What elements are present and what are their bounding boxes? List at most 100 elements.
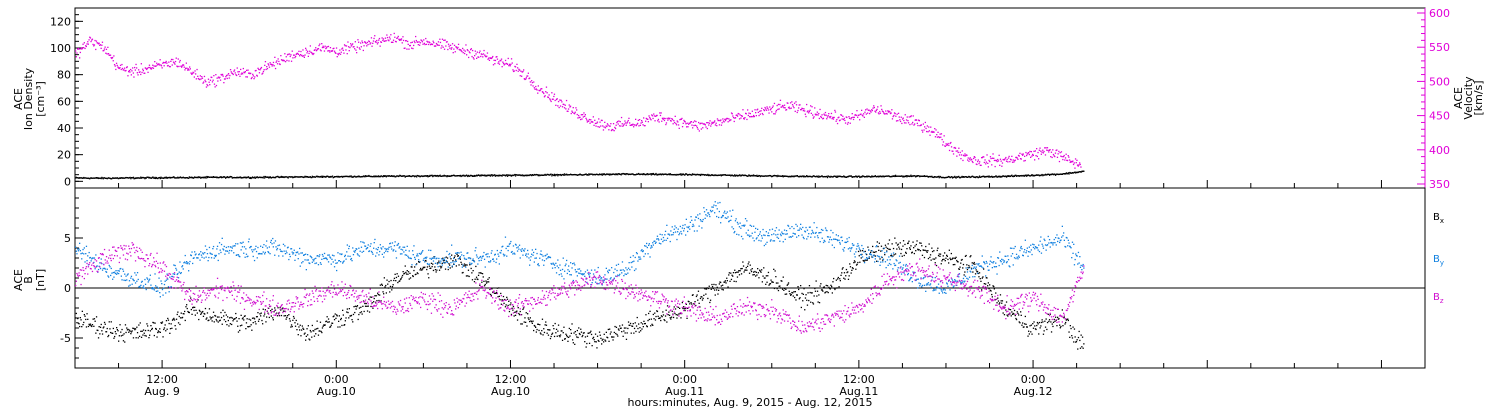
velocity-point: [443, 39, 445, 41]
bx-point: [580, 331, 583, 333]
velocity-point: [677, 121, 679, 123]
velocity-point: [640, 122, 642, 124]
bx-point: [167, 317, 169, 320]
velocity-point: [1068, 156, 1070, 158]
bx-point: [315, 328, 318, 330]
velocity-point: [162, 61, 165, 64]
ion-density-point: [871, 175, 873, 177]
ion-density-point: [526, 175, 528, 177]
ion-density-point: [364, 175, 367, 177]
bx-point: [333, 319, 336, 321]
bx-point: [791, 291, 793, 294]
velocity-point: [1039, 147, 1041, 149]
bx-point: [340, 318, 342, 321]
ion-density-point: [457, 175, 459, 177]
bx-point: [134, 328, 137, 330]
by-point: [147, 281, 149, 283]
velocity-point: [863, 113, 865, 115]
bx-point: [479, 284, 481, 286]
bx-point: [235, 317, 237, 319]
velocity-point: [1074, 158, 1077, 160]
ion-density-point: [557, 174, 560, 176]
bx-point: [777, 289, 780, 292]
velocity-point: [995, 159, 998, 162]
bx-point: [693, 303, 695, 305]
ion-density-point: [500, 174, 502, 177]
velocity-point: [664, 117, 666, 120]
ion-density-point: [432, 175, 435, 177]
bx-point: [767, 271, 770, 274]
bx-point: [411, 266, 413, 268]
velocity-point: [923, 129, 925, 131]
bx-point: [546, 332, 548, 334]
bx-point: [446, 260, 448, 263]
bx-point: [621, 324, 624, 326]
velocity-point: [524, 78, 526, 81]
bx-point: [674, 312, 676, 315]
by-point: [268, 251, 270, 254]
velocity-point: [295, 55, 297, 57]
by-point: [283, 250, 285, 252]
ion-density-point: [144, 178, 146, 180]
velocity-point: [382, 38, 385, 40]
bx-point: [436, 262, 439, 264]
ion-density-point: [1053, 173, 1055, 175]
velocity-point: [464, 50, 466, 52]
by-point: [198, 254, 200, 256]
velocity-point: [1055, 149, 1057, 152]
ion-density-point: [796, 175, 798, 177]
ion-density-point: [904, 175, 906, 177]
ion-density-point: [999, 176, 1002, 178]
bx-point: [853, 260, 856, 262]
velocity-point: [806, 103, 808, 106]
bx-point: [775, 276, 777, 278]
bx-point: [916, 240, 918, 242]
bx-point: [317, 327, 319, 330]
bx-point: [271, 308, 273, 310]
bx-point: [344, 320, 346, 322]
bx-point: [467, 275, 469, 277]
bx-point: [572, 339, 574, 341]
bx-point: [709, 299, 712, 301]
by-point: [142, 286, 144, 289]
bx-point: [1039, 327, 1041, 329]
by-point: [157, 287, 159, 289]
by-point: [234, 245, 236, 247]
bx-point: [426, 266, 429, 268]
bx-point: [617, 335, 619, 337]
bx-point: [1047, 313, 1049, 315]
bx-point: [865, 259, 867, 261]
bx-point: [363, 310, 365, 313]
velocity-point: [950, 141, 952, 144]
velocity-point: [950, 146, 953, 148]
velocity-point: [382, 39, 384, 41]
bx-point: [359, 312, 361, 314]
bx-point: [108, 334, 110, 337]
ion-density-point: [243, 176, 246, 178]
ion-density-point: [265, 176, 267, 178]
ion-density-point: [1038, 175, 1041, 177]
ion-density-point: [741, 174, 743, 176]
bx-point: [179, 323, 181, 326]
ion-density-point: [816, 175, 818, 177]
ion-density-point: [386, 175, 388, 177]
velocity-point: [280, 59, 283, 61]
bx-point: [144, 334, 146, 337]
bx-point: [163, 328, 165, 331]
bx-point: [642, 323, 644, 325]
bx-point: [1030, 324, 1032, 326]
bx-point: [401, 274, 404, 277]
velocity-point: [378, 37, 381, 40]
bx-point: [601, 343, 603, 345]
bx-point: [123, 333, 125, 335]
velocity-point: [152, 67, 155, 69]
velocity-point: [830, 115, 832, 118]
ion-density-point: [856, 176, 858, 178]
velocity-point: [522, 70, 524, 73]
ion-density-point: [374, 175, 376, 177]
bx-point: [804, 309, 806, 311]
bx-point: [494, 292, 496, 294]
velocity-point: [999, 158, 1002, 160]
velocity-point: [138, 71, 140, 73]
bx-point: [818, 302, 821, 304]
